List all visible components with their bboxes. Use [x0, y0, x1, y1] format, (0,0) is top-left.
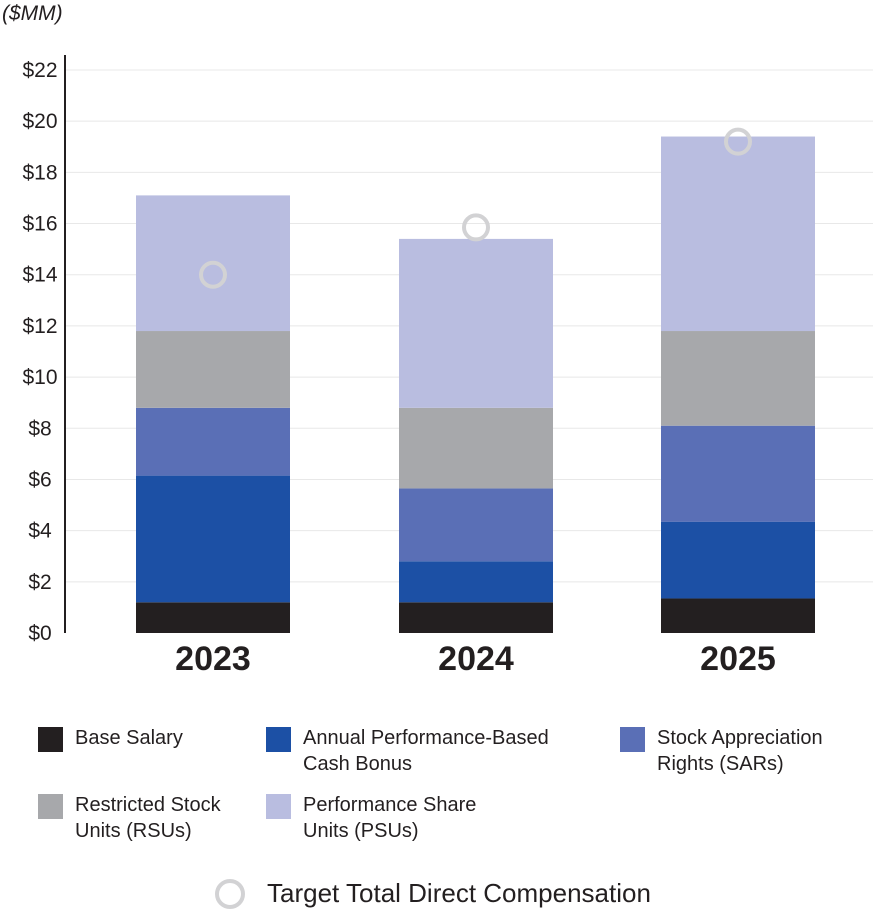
legend-item-psus: Performance Share Units (PSUs): [266, 792, 476, 844]
y-tick-label: $16: [22, 213, 57, 236]
bar-segment-base-2025: [661, 598, 815, 633]
bar-segment-psus-2024: [399, 238, 553, 408]
y-tick-labels: $0 $2 $4 $6 $8 $10 $12 $14 $16 $18 $20 $22: [22, 59, 57, 645]
stacked-bar-chart: $0 $2 $4 $6 $8 $10 $12 $14 $16 $18 $20 $22 2023 2024…: [22, 55, 873, 678]
legend-label-target: Target Total Direct Compensation: [267, 878, 651, 908]
bar-segment-rsus-2025: [661, 331, 815, 426]
legend-item-rsus: Restricted Stock Units (RSUs): [38, 792, 221, 844]
unit-label: ($MM): [2, 2, 63, 25]
bar-segment-bonus-2024: [399, 561, 553, 603]
y-tick-label: $6: [28, 468, 51, 491]
legend-item-cash-bonus: Annual Performance-Based Cash Bonus: [266, 725, 549, 777]
legend-swatch-sars: [620, 727, 645, 752]
target-circle-icon: [215, 878, 245, 909]
y-tick-label: $14: [22, 264, 57, 287]
target-markers: [199, 127, 752, 289]
target-marker-2025: [724, 127, 752, 156]
y-tick-label: $22: [22, 59, 57, 82]
bar-segment-bonus-2023: [136, 475, 290, 603]
legend-label-base-salary: Base Salary: [75, 727, 183, 749]
x-tick-label-2024: 2024: [438, 640, 514, 678]
legend-item-sars: Stock Appreciation Rights (SARs): [620, 725, 823, 777]
target-marker-2024: [462, 213, 490, 242]
bar-group-2024: [399, 238, 553, 633]
legend-swatch-rsus: [38, 794, 63, 819]
legend-item-base-salary: Base Salary: [38, 725, 183, 752]
y-tick-label: $12: [22, 315, 57, 338]
legend-label-rsus: Restricted Stock Units (RSUs): [75, 794, 221, 842]
target-marker-2023: [199, 260, 227, 289]
y-tick-label: $0: [28, 622, 51, 645]
y-tick-label: $18: [22, 161, 57, 184]
y-tick-label: $4: [28, 520, 52, 543]
legend-swatch-cash-bonus: [266, 727, 291, 752]
bar-segment-psus-2025: [661, 136, 815, 332]
x-tick-label-2023: 2023: [175, 640, 251, 678]
legend-swatch-psus: [266, 794, 291, 819]
legend-label-cash-bonus: Annual Performance-Based Cash Bonus: [303, 727, 549, 775]
y-tick-label: $10: [22, 366, 57, 389]
legend-label-psus: Performance Share Units (PSUs): [303, 794, 477, 842]
bars: [136, 136, 815, 633]
bar-segment-sars-2025: [661, 425, 815, 522]
y-tick-label: $8: [28, 417, 51, 440]
bar-segment-bonus-2025: [661, 521, 815, 599]
x-tick-label-2025: 2025: [700, 640, 776, 678]
x-tick-labels: 2023 2024 2025: [175, 640, 776, 678]
bar-segment-base-2024: [399, 602, 553, 633]
bar-segment-rsus-2024: [399, 407, 553, 489]
bar-group-2025: [661, 136, 815, 633]
bar-segment-rsus-2023: [136, 331, 290, 408]
bar-segment-sars-2024: [399, 488, 553, 562]
legend-swatch-base-salary: [38, 727, 63, 752]
legend-label-sars: Stock Appreciation Rights (SARs): [657, 727, 823, 775]
legend-item-target: Target Total Direct Compensation: [215, 878, 651, 909]
bar-segment-base-2023: [136, 602, 290, 633]
bar-segment-sars-2023: [136, 407, 290, 476]
y-tick-label: $20: [22, 110, 57, 133]
y-tick-label: $2: [28, 571, 51, 594]
